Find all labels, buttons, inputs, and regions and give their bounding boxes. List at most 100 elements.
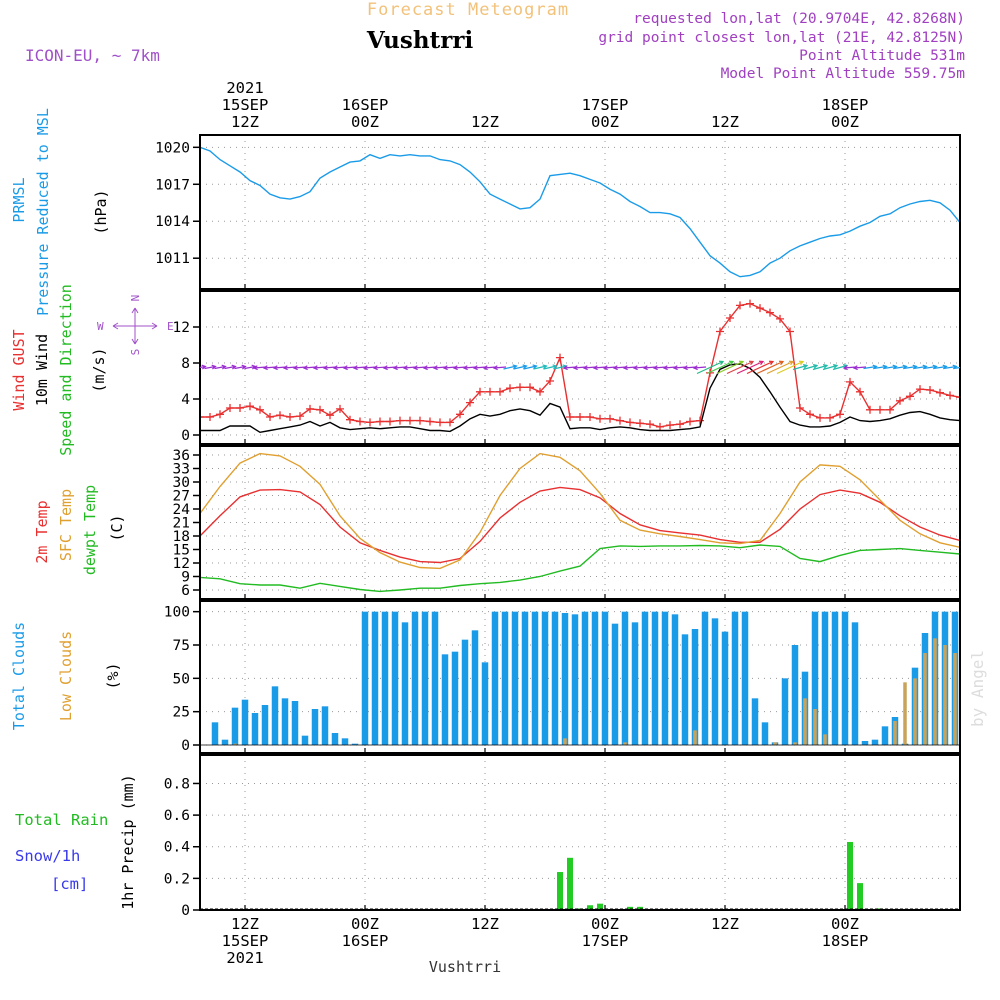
total-cloud-bar (661, 611, 669, 745)
wind-arrow-head (412, 365, 418, 371)
gust-marker (926, 386, 934, 394)
wind-arrow (623, 366, 637, 369)
total-cloud-bar (811, 611, 819, 745)
rain-bar (627, 906, 633, 910)
wind-arrow-head (748, 360, 755, 366)
gust-marker (666, 421, 674, 430)
wind-arrow-head (462, 365, 468, 371)
time-label-bottom: 12Z (231, 915, 259, 933)
total-rain-label: Total Rain (15, 811, 108, 829)
total-cloud-bar (381, 611, 389, 745)
wind-arrow-head (632, 365, 638, 371)
total-cloud-bar (371, 611, 379, 745)
wind-arrow-head (812, 364, 819, 369)
low-cloud-bar (933, 638, 937, 745)
wind-arrow (373, 366, 387, 369)
total-cloud-bar (411, 611, 419, 745)
time-label-top: 00Z (351, 113, 379, 131)
wind-arrow (283, 366, 297, 369)
wind-arrow (873, 365, 887, 370)
wind-arrow-head (522, 364, 528, 370)
total-cloud-bar (221, 739, 229, 745)
wind-arrow (822, 364, 838, 371)
wind-arrow (933, 365, 947, 370)
wind-arrow-head (392, 365, 398, 371)
time-label-bottom: 2021 (226, 949, 263, 967)
total-cloud-bar (491, 611, 499, 745)
wind-arrow (503, 365, 517, 370)
y-tick-label: 0.2 (164, 871, 190, 887)
wind-arrow-head (798, 360, 805, 366)
y-tick-label: 15 (173, 543, 190, 559)
snow-label: Snow/1h (15, 847, 80, 865)
total-cloud-bar (471, 630, 479, 745)
gust-marker (936, 388, 944, 397)
gust-marker (266, 413, 274, 421)
wind-arrow-head (252, 365, 258, 371)
total-cloud-bar (831, 611, 839, 745)
total-cloud-bar (591, 611, 599, 745)
wind-arrow (473, 366, 487, 369)
panel-frame (199, 445, 961, 600)
requested-location: requested lon,lat (20.9704E, 42.8268N) (633, 11, 965, 27)
gust-marker (306, 404, 314, 413)
gust-marker (806, 410, 814, 419)
gust-marker (536, 387, 544, 396)
total-cloud-bar (531, 611, 539, 745)
wind-arrow (726, 360, 754, 375)
wind-arrow (363, 366, 377, 369)
rain-bar (587, 905, 593, 910)
rain-bar (567, 857, 573, 910)
wind-arrow-head (768, 360, 775, 366)
wind-arrow-head (582, 365, 588, 371)
gust-marker (796, 404, 804, 412)
total-cloud-bar (781, 678, 789, 745)
total-cloud-bar (321, 706, 329, 745)
wind-arrow (293, 366, 307, 369)
wind-arrow-head (532, 364, 538, 370)
wind-arrow (234, 365, 246, 370)
panel-label: Wind GUST (10, 329, 28, 410)
total-cloud-bar (511, 611, 519, 745)
wind-arrow-head (602, 365, 608, 371)
wind-arrow (200, 365, 206, 369)
wind-arrow-head (322, 365, 328, 371)
gust-marker (746, 299, 754, 308)
gust-marker (876, 405, 884, 414)
total-cloud-bar (481, 662, 489, 745)
plot-area (200, 841, 960, 910)
wind-arrow-head (282, 365, 288, 371)
panel-label: Low Clouds (57, 631, 75, 721)
time-label-top: 15SEP (222, 96, 269, 114)
total-cloud-bar (331, 733, 339, 745)
gust-marker (406, 416, 414, 425)
wind-arrow-head (422, 365, 428, 371)
footer-station-label: Vushtrri (429, 958, 501, 976)
wind-arrow-head (562, 365, 568, 371)
compass-west: W (97, 320, 104, 333)
low-cloud-bar (623, 742, 627, 745)
gust-marker (636, 419, 644, 428)
wind-arrow-head (612, 365, 618, 371)
wind-arrow-head (662, 365, 668, 371)
gust-marker (526, 383, 534, 392)
time-label-top: 00Z (831, 113, 859, 131)
y-tick-label: 0 (181, 903, 190, 919)
point-altitude: Point Altitude 531m (799, 48, 965, 64)
y-tick-label: 12 (173, 320, 190, 336)
total-cloud-bar (361, 611, 369, 745)
wind-arrow-head (211, 364, 217, 370)
total-cloud-bar (651, 611, 659, 745)
wind-arrow-head (788, 360, 795, 366)
total-cloud-bar (631, 622, 639, 745)
total-cloud-bar (691, 629, 699, 745)
wind-arrow (736, 360, 764, 375)
wind-arrow-head (262, 365, 268, 371)
wind-arrow-head (342, 365, 348, 371)
wind-arrow (812, 364, 828, 371)
total-cloud-bar (581, 611, 589, 745)
rain-bar (637, 906, 643, 910)
wind-arrow (863, 365, 877, 370)
wind-arrow (403, 366, 417, 369)
